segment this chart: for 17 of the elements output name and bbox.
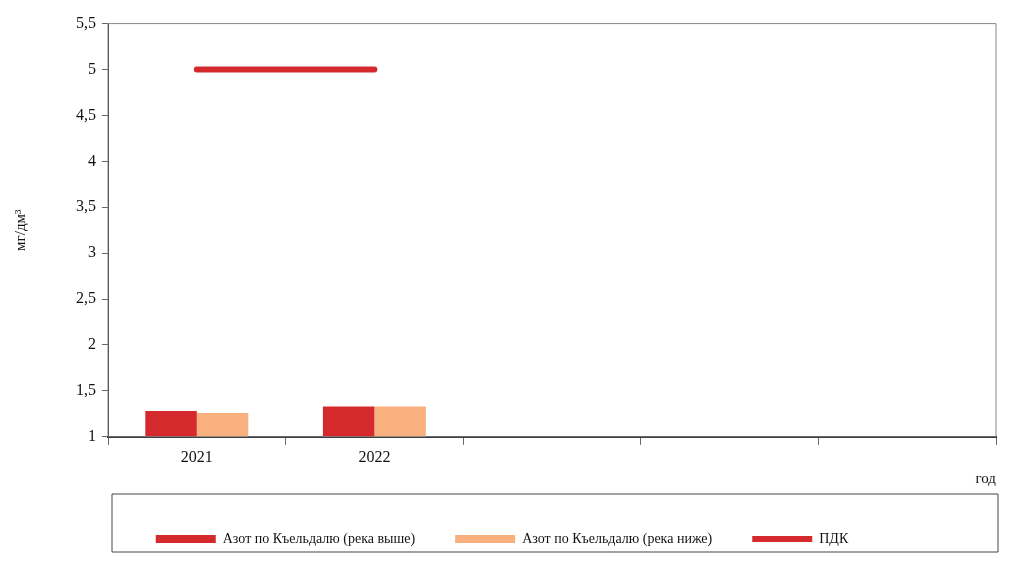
- y-tick-label: 4,5: [76, 105, 96, 123]
- legend-label: Азот по Къельдалю (река выше): [222, 530, 416, 547]
- y-tick-label: 5,5: [76, 13, 96, 31]
- y-tick-label: 3: [88, 243, 96, 261]
- y-tick-label: 2: [88, 335, 96, 353]
- y-tick-label: 2,5: [76, 289, 96, 307]
- y-tick-label: 1: [88, 427, 96, 444]
- x-axis-title: год: [975, 469, 997, 486]
- x-tick-label: 2022: [358, 447, 391, 465]
- y-tick-label: 1,5: [76, 381, 96, 399]
- y-tick-label: 5: [88, 59, 96, 77]
- y-tick-label: 4: [88, 151, 96, 169]
- y-axis-title: мг/дм³: [11, 208, 28, 251]
- legend-label: Азот по Къельдалю (река ниже): [522, 530, 713, 547]
- y-tick-label: 3,5: [76, 197, 96, 215]
- x-tick-label: 2021: [180, 447, 213, 465]
- legend-label: ПДК: [819, 530, 849, 546]
